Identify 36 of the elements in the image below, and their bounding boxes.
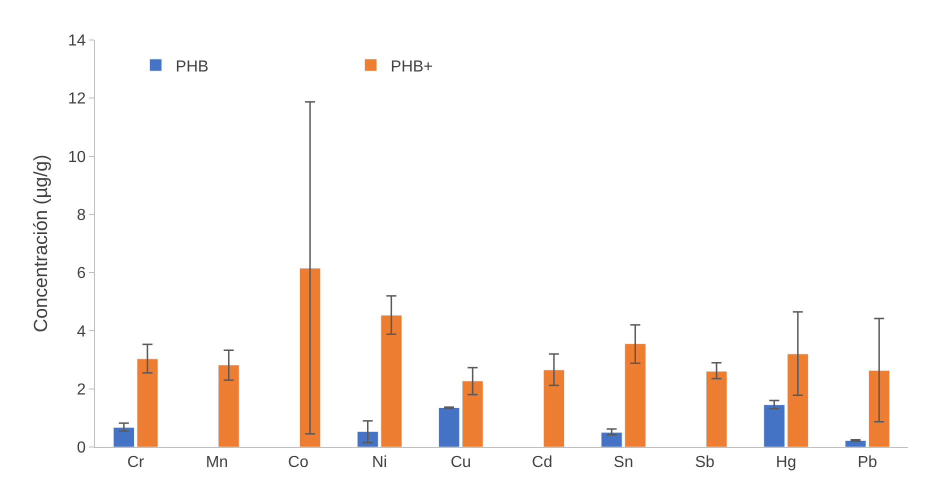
x-tick-label: Cd <box>532 454 552 472</box>
y-tick-label: 14 <box>68 32 86 50</box>
x-tick-label: Sb <box>694 454 715 472</box>
legend-label: PHB+ <box>390 58 433 76</box>
x-tick-label: Co <box>288 454 309 472</box>
x-tick-label: Ni <box>372 454 388 472</box>
bar <box>462 380 484 447</box>
bar <box>543 370 565 447</box>
bar <box>706 371 728 447</box>
legend-label: PHB <box>176 58 209 76</box>
x-tick-label: Pb <box>858 454 878 472</box>
bar <box>136 358 158 447</box>
y-tick-label: 4 <box>76 323 86 340</box>
y-tick-label: 2 <box>76 381 86 398</box>
bar <box>113 427 134 447</box>
y-tick-label: 8 <box>76 207 86 224</box>
y-tick-label: 0 <box>76 440 86 457</box>
bar <box>868 370 890 447</box>
y-tick-label: 10 <box>68 148 86 166</box>
y-tick-label: 6 <box>76 265 86 282</box>
bar <box>438 408 460 447</box>
x-tick-label: Cu <box>450 454 472 472</box>
bar <box>357 431 378 447</box>
bar <box>601 432 622 447</box>
y-tick-label: 12 <box>68 90 86 108</box>
bar <box>764 404 785 447</box>
bar <box>624 344 646 447</box>
bar <box>380 315 402 447</box>
bar <box>299 268 321 447</box>
bar <box>218 364 240 447</box>
x-tick-label: Sn <box>614 454 634 472</box>
x-tick-label: Cr <box>127 454 145 472</box>
x-tick-label: Hg <box>776 454 796 472</box>
bar <box>787 354 808 447</box>
x-tick-label: Mn <box>206 454 228 472</box>
y-axis-title: Concentración (µg/g) <box>30 154 52 332</box>
